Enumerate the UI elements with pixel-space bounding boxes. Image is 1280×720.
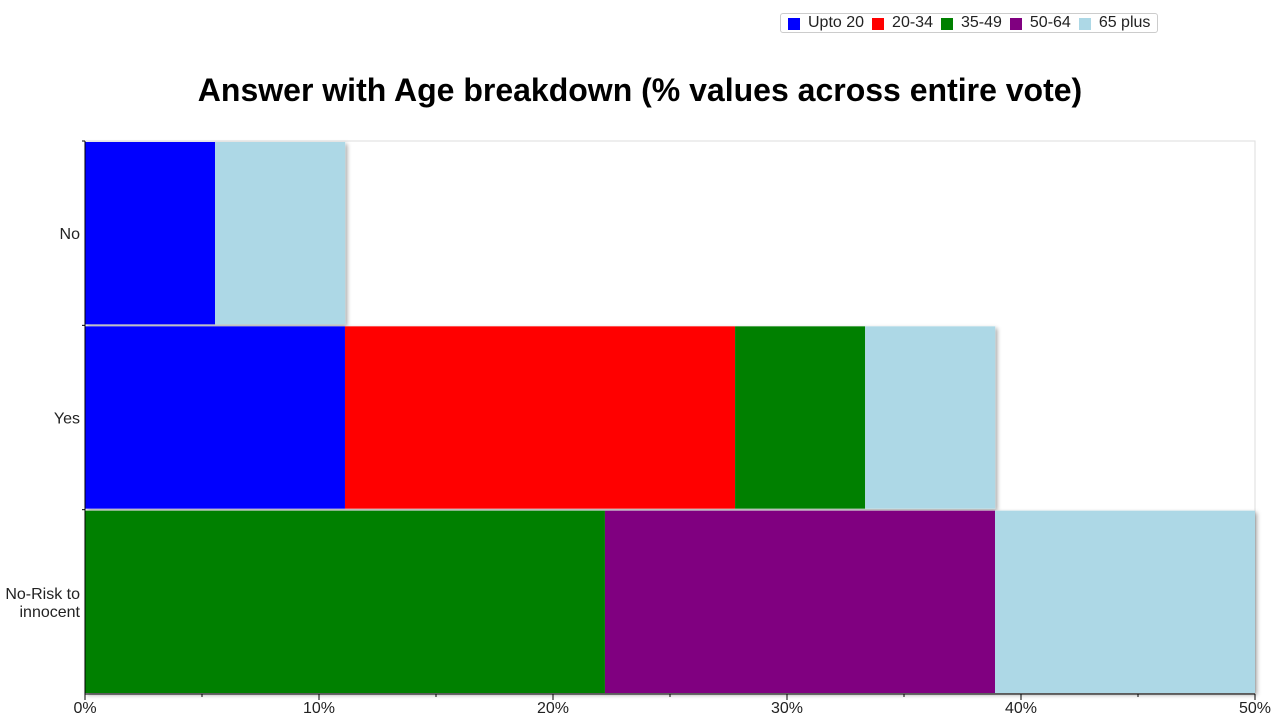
chart-title: Answer with Age breakdown (% values acro… — [197, 72, 1083, 108]
legend-swatch-20-34 — [872, 17, 885, 30]
legend-label-20-34: 20-34 — [892, 14, 933, 31]
y-tick-label-line: No-Risk to — [5, 586, 80, 603]
legend-swatch-50-64 — [1009, 17, 1022, 30]
bar-no-65-plus — [215, 142, 346, 325]
y-tick-label-line: No — [60, 226, 81, 243]
x-tick-label: 0% — [73, 700, 96, 717]
x-tick-label: 40% — [1005, 700, 1037, 717]
bar-yes-65-plus — [865, 326, 996, 509]
x-tick-label: 50% — [1239, 700, 1271, 717]
y-tick-label-line: Yes — [54, 411, 80, 428]
y-tick-label-yes: Yes — [54, 411, 80, 428]
legend-label-50-64: 50-64 — [1029, 14, 1071, 31]
legend-swatch-35-49 — [940, 17, 953, 30]
bar-yes-upto-20 — [85, 326, 345, 509]
bar-yes-35-49 — [735, 326, 866, 509]
legend-label-35-49: 35-49 — [960, 14, 1002, 31]
x-tick-label: 20% — [537, 700, 569, 717]
legend-item-65-plus[interactable]: 65 plus — [1078, 14, 1151, 32]
y-tick-label-line: innocent — [20, 604, 81, 621]
legend-swatch-upto-20 — [788, 17, 800, 30]
legend-item-upto-20[interactable]: Upto 20 — [788, 14, 864, 32]
bar-yes-20-34 — [344, 326, 736, 509]
legend-item-50-64[interactable]: 50-64 — [1009, 14, 1071, 32]
legend-label-65-plus: 65 plus — [1098, 14, 1151, 31]
legend: Upto 20 20-34 35-49 50-64 65 plus — [780, 13, 1159, 33]
legend-label-upto-20: Upto 20 — [808, 14, 865, 31]
bar-no-risk-to-innocent-65-plus — [995, 510, 1255, 693]
bar-no-risk-to-innocent-35-49 — [85, 510, 605, 693]
bar-no-upto-20 — [85, 142, 216, 325]
legend-swatch-65-plus — [1078, 17, 1091, 30]
x-tick-label: 30% — [771, 700, 803, 717]
y-tick-label-no: No — [60, 226, 81, 243]
legend-item-20-34[interactable]: 20-34 — [872, 14, 933, 32]
x-tick-label: 10% — [303, 700, 335, 717]
bar-no-risk-to-innocent-50-64 — [604, 510, 996, 693]
y-tick-label-no-risk-to-innocent: No-Risk to innocent — [5, 586, 80, 621]
legend-item-35-49[interactable]: 35-49 — [940, 14, 1002, 32]
